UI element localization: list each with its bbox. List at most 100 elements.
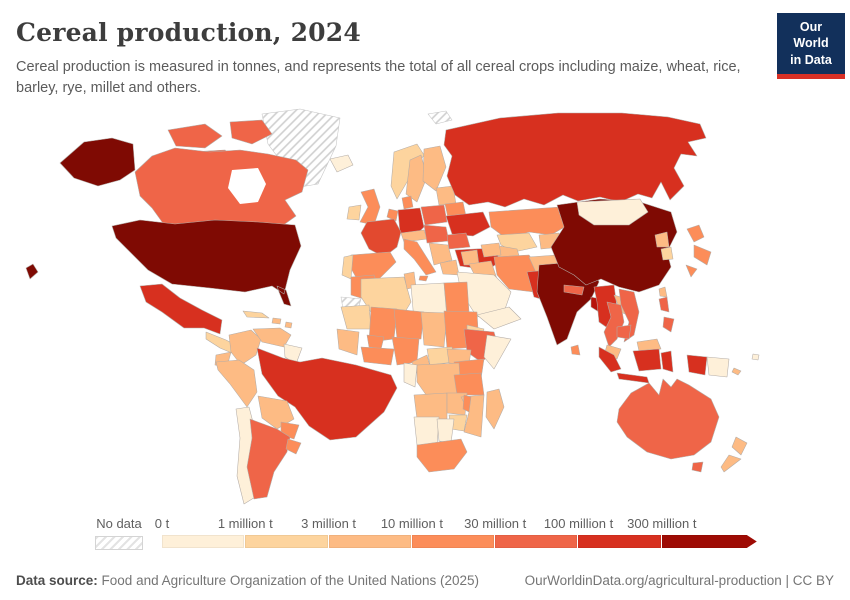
map-legend: No data 0 t 1 million t 3 million t 10 m… bbox=[95, 516, 775, 552]
data-source-line: Data source: Food and Agriculture Organi… bbox=[16, 573, 479, 588]
country-caucasus[interactable] bbox=[480, 242, 502, 258]
country-cambodia[interactable] bbox=[616, 324, 632, 340]
country-madagascar[interactable] bbox=[485, 388, 505, 430]
country-chad[interactable] bbox=[420, 311, 448, 348]
country-thailand[interactable] bbox=[603, 301, 625, 348]
country-mexico[interactable] bbox=[139, 283, 223, 335]
country-venezuela[interactable] bbox=[252, 327, 292, 348]
country-burkina-faso[interactable] bbox=[366, 334, 385, 350]
country-yemen-oman[interactable] bbox=[476, 306, 522, 330]
country-gabon-congo[interactable] bbox=[403, 362, 418, 388]
country-italy[interactable] bbox=[403, 238, 437, 282]
country-new-zealand[interactable] bbox=[720, 436, 748, 473]
hudson-bay-water bbox=[228, 168, 266, 204]
country-china[interactable] bbox=[550, 198, 678, 293]
country-denmark[interactable] bbox=[401, 195, 414, 210]
logo-line2: in Data bbox=[790, 52, 832, 67]
country-angola[interactable] bbox=[413, 392, 448, 420]
logo-line1: Our World bbox=[793, 20, 829, 51]
legend-bin-swatch[interactable] bbox=[495, 535, 579, 548]
legend-bin-swatch[interactable] bbox=[162, 535, 246, 548]
country-mongolia[interactable] bbox=[576, 198, 649, 226]
country-mauritania[interactable] bbox=[340, 304, 372, 330]
country-taiwan[interactable] bbox=[658, 286, 668, 298]
legend-bin-swatch[interactable] bbox=[411, 535, 496, 548]
country-balkans[interactable] bbox=[428, 242, 453, 266]
country-ukraine[interactable] bbox=[445, 211, 491, 237]
country-botswana[interactable] bbox=[436, 418, 455, 444]
footer-link[interactable]: OurWorldinData.org/agricultural-producti… bbox=[524, 573, 834, 588]
country-south-africa[interactable] bbox=[416, 438, 468, 473]
country-fiji[interactable] bbox=[751, 353, 760, 361]
data-source-label: Data source: bbox=[16, 573, 98, 588]
legend-tick: 100 million t bbox=[543, 516, 614, 531]
legend-bin-swatch[interactable] bbox=[578, 535, 662, 548]
country-philippines[interactable] bbox=[658, 296, 675, 333]
country-usa[interactable] bbox=[111, 219, 302, 307]
legend-bin-swatch-arrow[interactable] bbox=[662, 535, 757, 548]
chart-header: Cereal production, 2024 Cereal productio… bbox=[0, 0, 850, 98]
country-cuba[interactable] bbox=[242, 310, 270, 319]
country-tanzania[interactable] bbox=[453, 372, 485, 396]
country-ireland[interactable] bbox=[346, 204, 362, 221]
country-somalia[interactable] bbox=[483, 334, 512, 370]
owid-logo[interactable]: Our World in Data bbox=[777, 13, 845, 79]
no-data-swatch bbox=[95, 536, 143, 550]
country-ghana-cote-divoire[interactable] bbox=[360, 346, 395, 366]
legend-no-data-label: No data bbox=[96, 516, 142, 531]
country-iceland[interactable] bbox=[329, 154, 354, 173]
country-malaysia-borneo[interactable] bbox=[636, 338, 662, 352]
country-caribbean-islands[interactable] bbox=[271, 317, 293, 329]
country-greece[interactable] bbox=[439, 259, 460, 276]
world-map bbox=[0, 108, 850, 508]
country-france[interactable] bbox=[360, 218, 402, 258]
legend-tick: 1 million t bbox=[217, 516, 273, 531]
country-russia[interactable] bbox=[443, 112, 707, 208]
country-sri-lanka[interactable] bbox=[570, 344, 581, 356]
country-argentina[interactable] bbox=[246, 418, 291, 500]
country-new-caledonia[interactable] bbox=[731, 367, 742, 376]
country-senegal-guinea[interactable] bbox=[336, 328, 360, 356]
country-south-korea[interactable] bbox=[660, 246, 674, 261]
chart-footer: Data source: Food and Agriculture Organi… bbox=[0, 573, 850, 588]
legend-tick: 10 million t bbox=[380, 516, 443, 531]
legend-no-data[interactable]: No data bbox=[95, 516, 143, 550]
country-poland[interactable] bbox=[420, 204, 448, 226]
country-svalbard-no-data[interactable] bbox=[427, 110, 453, 125]
country-portugal[interactable] bbox=[341, 254, 354, 280]
legend-color-bar bbox=[162, 535, 757, 548]
country-greenland-no-data[interactable] bbox=[261, 108, 341, 188]
country-hawaii[interactable] bbox=[25, 263, 39, 280]
country-czechia-hungary[interactable] bbox=[423, 224, 450, 244]
legend-tick: 3 million t bbox=[301, 516, 357, 531]
country-nepal[interactable] bbox=[563, 284, 585, 296]
country-united-kingdom[interactable] bbox=[359, 188, 381, 226]
country-romania[interactable] bbox=[446, 232, 471, 250]
country-brazil[interactable] bbox=[256, 347, 398, 441]
legend-tick: 30 million t bbox=[464, 516, 527, 531]
country-north-korea[interactable] bbox=[654, 231, 670, 248]
legend-tick: 0 t bbox=[154, 516, 170, 531]
data-source-text[interactable]: Food and Agriculture Organization of the… bbox=[101, 573, 480, 588]
legend-tick: 300 million t bbox=[627, 516, 697, 531]
country-peru[interactable] bbox=[215, 359, 258, 408]
legend-bin-swatch[interactable] bbox=[328, 535, 412, 548]
country-australia[interactable] bbox=[616, 378, 720, 473]
country-papua-new-guinea[interactable] bbox=[706, 356, 730, 378]
country-japan[interactable] bbox=[685, 224, 712, 278]
country-sweden[interactable] bbox=[405, 154, 428, 203]
country-colombia[interactable] bbox=[228, 329, 262, 366]
country-malawi[interactable] bbox=[462, 394, 472, 413]
country-finland[interactable] bbox=[422, 145, 447, 192]
country-benelux[interactable] bbox=[386, 208, 399, 222]
country-alaska[interactable] bbox=[59, 137, 136, 187]
country-uruguay[interactable] bbox=[285, 438, 302, 455]
country-niger[interactable] bbox=[393, 308, 425, 340]
country-egypt[interactable] bbox=[443, 281, 470, 316]
country-malaysia[interactable] bbox=[604, 344, 622, 360]
legend-bar-block: 0 t 1 million t 3 million t 10 million t… bbox=[155, 516, 757, 548]
page-title: Cereal production, 2024 bbox=[16, 18, 361, 47]
legend-tick-labels: 0 t 1 million t 3 million t 10 million t… bbox=[155, 516, 757, 535]
legend-bin-swatch[interactable] bbox=[245, 535, 329, 548]
